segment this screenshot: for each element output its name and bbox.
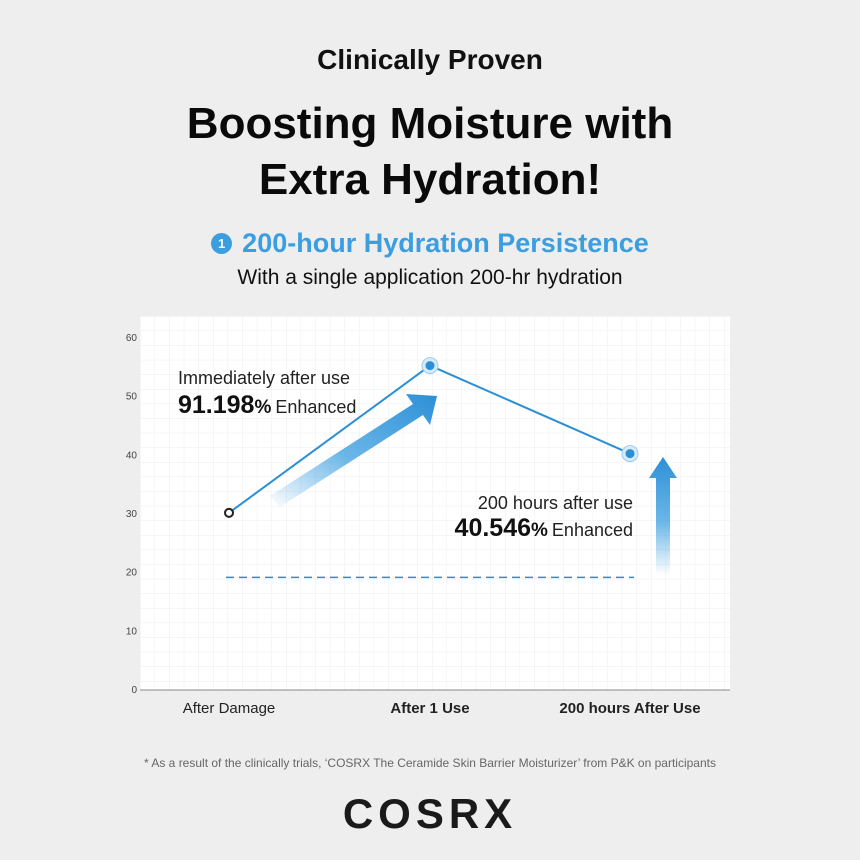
annotation-immediate-suffix: Enhanced xyxy=(275,397,356,417)
section-title-text: 200-hour Hydration Persistence xyxy=(242,228,649,258)
eyebrow-text: Clinically Proven xyxy=(317,44,543,75)
y-tick-label: 0 xyxy=(131,685,137,696)
data-point xyxy=(425,361,435,371)
y-tick-label: 10 xyxy=(126,626,138,637)
annotation-immediate-value: 91.198 xyxy=(178,391,255,419)
annotation-immediate-label: Immediately after use xyxy=(178,368,350,388)
footnote: * As a result of the clinically trials, … xyxy=(144,756,716,770)
y-axis-ticks: 0 10 20 30 40 50 60 xyxy=(126,333,138,696)
upward-increase-arrow xyxy=(649,457,677,575)
headline-line-2: Extra Hydration! xyxy=(258,155,602,204)
section-title: 1 200-hour Hydration Persistence xyxy=(0,228,860,259)
y-tick-label: 60 xyxy=(126,333,138,344)
annotation-immediate-unit: % xyxy=(254,397,271,418)
brand-logo: COSRX xyxy=(342,790,518,837)
y-tick-label: 20 xyxy=(126,568,138,579)
hydration-chart: 0 10 20 30 40 50 60 After Damage After 1 Use 200… xyxy=(126,316,730,717)
annotation-immediate-value-line: 91.198% Enhanced xyxy=(178,391,356,419)
y-tick-label: 40 xyxy=(126,450,138,461)
y-tick-label: 30 xyxy=(126,509,138,520)
y-tick-label: 50 xyxy=(126,392,138,403)
annotation-200h-value-line: 40.546% Enhanced xyxy=(455,514,633,542)
x-category-label: After Damage xyxy=(183,700,276,717)
data-points xyxy=(224,357,639,518)
diagonal-increase-arrow xyxy=(270,394,437,507)
x-category-label: 200 hours After Use xyxy=(559,700,700,717)
section-number-badge: 1 xyxy=(211,233,233,254)
plot-grid xyxy=(140,316,730,690)
x-axis-labels: After Damage After 1 Use 200 hours After U… xyxy=(183,700,701,717)
x-category-label: After 1 Use xyxy=(390,700,469,717)
annotation-200h-label: 200 hours after use xyxy=(478,493,633,513)
annotation-200h-value: 40.546 xyxy=(455,514,531,542)
annotation-200h-suffix: Enhanced xyxy=(552,520,633,540)
data-point-after-damage xyxy=(224,507,234,518)
data-point xyxy=(625,449,635,459)
headline-line-1: Boosting Moisture with xyxy=(186,99,674,148)
annotation-200h: 200 hours after use 40.546% Enhanced xyxy=(455,493,633,542)
annotation-immediate: Immediately after use 91.198% Enhanced xyxy=(178,368,356,419)
headline: Boosting Moisture with Extra Hydration! xyxy=(0,96,860,208)
annotation-200h-unit: % xyxy=(531,520,548,541)
section-subtitle: With a single application 200-hr hydrati… xyxy=(237,266,623,289)
